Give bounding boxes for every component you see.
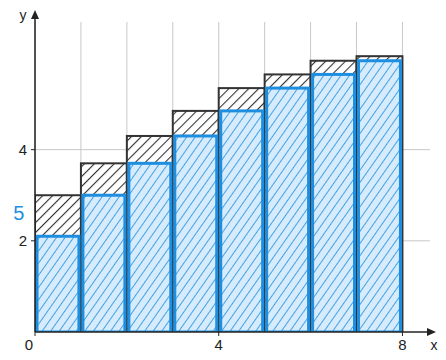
bar (267, 88, 309, 332)
tick (31, 240, 35, 241)
bar (311, 61, 357, 332)
axes: 0 4 8 2 4 (19, 10, 436, 353)
tick-label: 2 (19, 232, 27, 249)
bar (83, 195, 125, 332)
bar (37, 236, 79, 332)
axis-title: x (431, 337, 438, 353)
y-arrow (31, 10, 39, 19)
bar (81, 163, 127, 332)
bar (221, 111, 263, 332)
tick-label: 8 (398, 336, 406, 353)
series (35, 56, 402, 332)
bar (219, 88, 265, 332)
tick-label: 4 (215, 336, 223, 353)
bar (265, 74, 311, 332)
chart: 0 4 8 2 4 y x 5 (0, 0, 446, 360)
axis-title: y (20, 7, 27, 23)
bar (173, 111, 219, 332)
annotation: 5 (13, 202, 24, 224)
bar (35, 195, 81, 332)
x-arrow (427, 328, 436, 336)
y-axis (34, 14, 36, 332)
bar (359, 61, 401, 332)
tick-label: 0 (25, 336, 33, 353)
tick (31, 149, 35, 150)
bars (35, 56, 402, 332)
grid (35, 22, 430, 332)
tick (35, 332, 36, 336)
x-axis (35, 331, 430, 333)
bar (357, 56, 403, 332)
bar (175, 136, 217, 332)
tick-label: 4 (19, 141, 27, 158)
bar (127, 136, 173, 332)
series (37, 61, 400, 332)
bar (313, 74, 355, 332)
bar (129, 163, 171, 332)
